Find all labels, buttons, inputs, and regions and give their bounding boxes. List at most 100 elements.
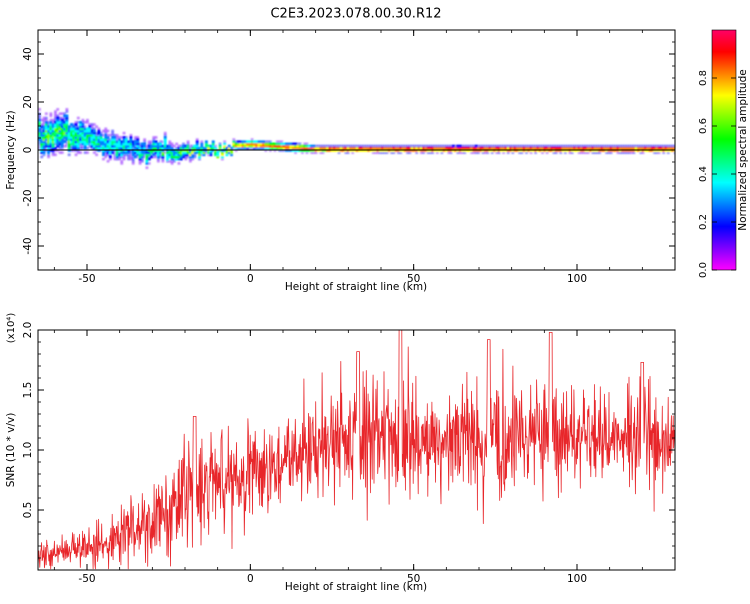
spectrogram-cell [56, 136, 60, 139]
spectrogram-cell [38, 133, 41, 137]
spectrogram-cell [662, 144, 666, 148]
spectrogram-cell [44, 112, 48, 116]
x-tick-label: 0 [247, 273, 254, 285]
spectrogram-cell [40, 140, 44, 144]
spectrogram-cell [166, 155, 169, 159]
spectrogram-cell [225, 153, 229, 157]
spectrogram-cell [579, 146, 583, 150]
spectrogram-cell [385, 146, 389, 150]
spectrogram-cell [40, 144, 44, 148]
spectrogram-cell [58, 133, 62, 137]
spectrogram-cell [252, 146, 256, 150]
snr-y-label: SNR (10 * v/v) [5, 413, 17, 488]
spectrogram-cell [367, 146, 371, 150]
spectrogram-cell [140, 153, 144, 157]
spectrogram-cell [166, 159, 169, 163]
spectrogram-cell [422, 146, 426, 150]
spectrogram-cell [67, 136, 71, 139]
spectrogram-cell [573, 144, 576, 148]
spectrogram-cell [513, 144, 517, 148]
spectrogram-cell [163, 131, 167, 135]
spectrogram-cell [131, 155, 135, 159]
spectrogram-cell [541, 151, 544, 154]
spectrogram-cell [394, 146, 398, 150]
spectrogram-cell [70, 136, 73, 139]
spectrogram-cell [38, 125, 41, 129]
spectrogram-cell [257, 140, 261, 144]
spectrogram-cell [170, 162, 174, 165]
spectrogram-cell [90, 131, 94, 135]
spectrogram-cell [362, 146, 366, 150]
spectrogram-cell [56, 129, 60, 133]
spectrogram-cell [118, 136, 121, 139]
spectrogram-cell [72, 133, 76, 137]
spectrogram-cell [577, 151, 581, 154]
spectrogram-cell [426, 151, 430, 154]
spectrogram-cell [120, 144, 124, 148]
spectrogram-cell [431, 151, 435, 154]
spectrogram-cell [74, 136, 78, 139]
spectrogram-cell [129, 142, 133, 146]
spectrogram-cell [195, 144, 199, 148]
spectrogram-cell [83, 138, 87, 141]
spectrogram-cell [172, 159, 176, 163]
spectrogram-cell [49, 144, 53, 148]
spectrogram-cell [60, 136, 64, 139]
spectrogram-cell [63, 116, 67, 120]
spectrogram-cell [397, 144, 400, 148]
spectrogram-cell [417, 144, 421, 148]
spectrogram-cell [271, 146, 275, 150]
spectrogram-cell [150, 153, 153, 157]
spectrogram-cell [433, 146, 437, 150]
spectrogram-cell [513, 146, 517, 150]
spectrogram-cell [177, 151, 181, 154]
spectrogram-cell [463, 151, 467, 154]
spectrogram-cell [104, 146, 108, 150]
snr-panel: -50 0 50 100 0.5 1.0 1.5 2.0 Height of straight… [5, 313, 676, 593]
spectrogram-cell [108, 133, 112, 137]
spectrogram-cell [49, 114, 53, 118]
spectrogram-cell [381, 151, 384, 154]
spectrogram-cell [445, 144, 448, 148]
spectrogram-cell [49, 133, 53, 137]
spectrogram-cell [60, 142, 64, 146]
spectrogram-cell [74, 123, 78, 126]
spectrogram-cell [193, 153, 197, 157]
spectrogram-cell [314, 151, 318, 154]
spectrogram-cell [458, 144, 462, 148]
spectrogram-cell [60, 116, 64, 120]
spectrogram-cell [124, 140, 128, 144]
spectrogram-cell [467, 146, 471, 150]
spectrogram-cell [65, 138, 69, 141]
spectrogram-cell [280, 146, 284, 150]
spectrogram-cell [79, 138, 83, 141]
spectrogram-cell [381, 144, 384, 148]
spectrogram-cell [431, 144, 435, 148]
spectrogram-cell [280, 144, 284, 148]
spectrogram-cell [518, 144, 522, 148]
spectrogram-cell [252, 142, 256, 146]
spectrogram-cell [218, 142, 222, 146]
spectrogram-cell [461, 144, 464, 148]
spectrogram-cell [671, 144, 675, 148]
spectrogram-cell [426, 146, 430, 150]
spectrogram-cell [257, 144, 261, 148]
spectrogram-cell [38, 142, 41, 146]
spectrogram-cell [88, 129, 92, 133]
spectrogram-cell [172, 151, 176, 154]
spectrogram-cell [163, 144, 167, 148]
spectrogram-cell [99, 142, 103, 146]
spectrogram-cell [559, 146, 563, 150]
spectrogram-cell [163, 138, 167, 141]
spectrogram-cell [60, 146, 64, 150]
spectrogram-cell [159, 155, 163, 159]
spectrogram-cell [56, 133, 60, 137]
spectrogram-cell [131, 142, 135, 146]
spectrogram-cell [127, 155, 131, 159]
spectrogram-cell [88, 127, 92, 131]
colorbar-tick-label: 0.6 [698, 118, 709, 134]
spectrogram-cell [161, 159, 165, 163]
spectrogram-cell [166, 157, 169, 161]
spectrogram-cell [147, 153, 151, 157]
spectrogram-cell [547, 144, 551, 148]
